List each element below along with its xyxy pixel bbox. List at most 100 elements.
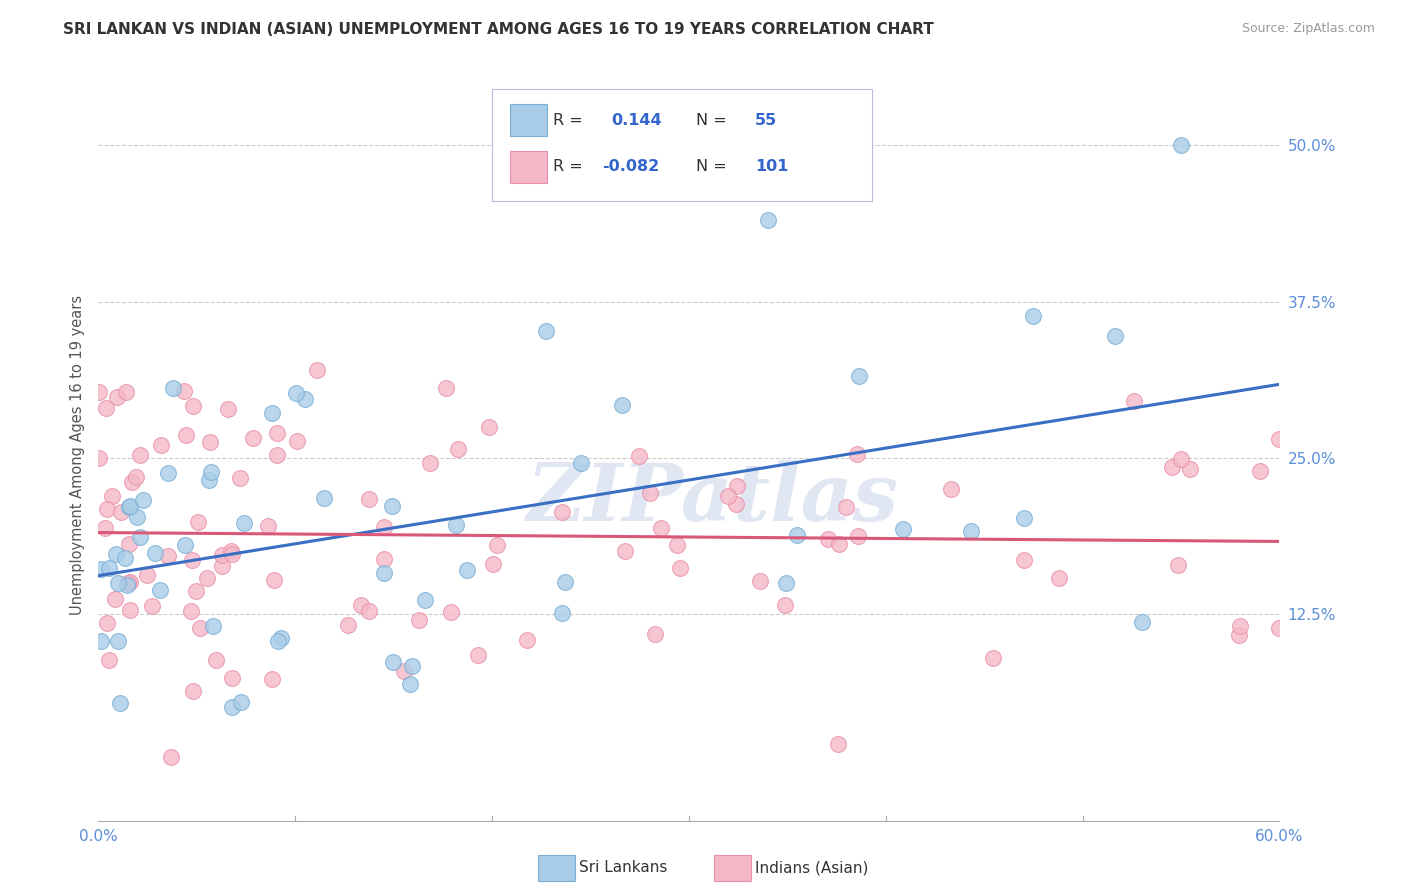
Point [181, 552, 204, 566]
Point [90, 562, 112, 576]
Text: 55: 55 [755, 113, 778, 128]
Point [456, 563, 478, 577]
Point [114, 385, 136, 400]
Point [115, 578, 138, 592]
Point [305, 363, 328, 377]
Point [817, 532, 839, 546]
Point [1160, 460, 1182, 475]
Point [1229, 619, 1251, 633]
Point [201, 619, 224, 633]
Point [105, 390, 128, 404]
Point [749, 574, 772, 588]
Point [117, 576, 139, 591]
Point [190, 622, 212, 636]
Point [413, 592, 436, 607]
Point [891, 522, 914, 536]
Point [373, 520, 395, 534]
Point [263, 573, 285, 587]
Point [229, 695, 252, 709]
Point [650, 521, 672, 535]
Point [773, 599, 796, 613]
Point [846, 528, 869, 542]
Point [551, 505, 574, 519]
Point [110, 505, 132, 519]
Point [266, 426, 288, 441]
Point [156, 466, 179, 480]
Point [181, 683, 204, 698]
Point [828, 537, 851, 551]
Text: N =: N = [696, 113, 727, 128]
Point [232, 516, 254, 530]
Point [444, 517, 467, 532]
Point [1012, 511, 1035, 525]
Point [128, 530, 150, 544]
Point [845, 447, 868, 461]
Point [350, 599, 373, 613]
Point [1268, 433, 1291, 447]
Point [401, 658, 423, 673]
Point [419, 456, 441, 470]
Point [217, 402, 239, 417]
Point [211, 548, 233, 562]
Point [118, 537, 141, 551]
Point [960, 524, 983, 539]
Text: 101: 101 [755, 160, 789, 174]
Point [756, 213, 779, 227]
Point [666, 538, 689, 552]
Point [118, 500, 141, 515]
Point [135, 567, 157, 582]
Point [408, 613, 430, 627]
Point [270, 631, 292, 645]
Point [613, 544, 636, 558]
Point [1170, 138, 1192, 153]
Point [107, 634, 129, 648]
Point [394, 664, 416, 678]
Point [485, 538, 508, 552]
Text: -0.082: -0.082 [602, 160, 659, 174]
Point [1268, 621, 1291, 635]
Text: SRI LANKAN VS INDIAN (ASIAN) UNEMPLOYMENT AMONG AGES 16 TO 19 YEARS CORRELATION : SRI LANKAN VS INDIAN (ASIAN) UNEMPLOYMEN… [63, 22, 934, 37]
Point [382, 655, 405, 669]
Point [478, 419, 501, 434]
Point [1178, 462, 1201, 476]
Point [104, 591, 127, 606]
Point [229, 471, 252, 485]
Text: R =: R = [553, 160, 582, 174]
Point [359, 603, 381, 617]
Point [87, 451, 110, 466]
Text: N =: N = [696, 160, 727, 174]
Point [143, 546, 166, 560]
Point [1130, 615, 1153, 630]
Point [187, 516, 209, 530]
Point [1104, 329, 1126, 343]
Text: Source: ZipAtlas.com: Source: ZipAtlas.com [1241, 22, 1375, 36]
Point [121, 475, 143, 490]
Point [554, 575, 576, 590]
Point [1022, 310, 1045, 324]
Point [835, 500, 858, 515]
Point [186, 583, 208, 598]
Point [87, 385, 110, 400]
Point [440, 605, 463, 619]
Point [107, 576, 129, 591]
Point [724, 497, 747, 511]
Text: 0.144: 0.144 [612, 113, 662, 128]
Point [373, 566, 395, 581]
Text: Indians (Asian): Indians (Asian) [755, 861, 869, 875]
Point [284, 385, 307, 400]
Point [337, 618, 360, 632]
Point [569, 457, 592, 471]
Point [173, 384, 195, 398]
Point [120, 603, 142, 617]
Point [482, 557, 505, 571]
Point [98, 653, 121, 667]
Point [221, 671, 243, 685]
Point [644, 627, 666, 641]
Point [610, 398, 633, 412]
Point [357, 491, 380, 506]
Point [981, 651, 1004, 665]
Point [160, 749, 183, 764]
Point [200, 435, 222, 450]
Point [1122, 394, 1144, 409]
Point [221, 547, 243, 561]
